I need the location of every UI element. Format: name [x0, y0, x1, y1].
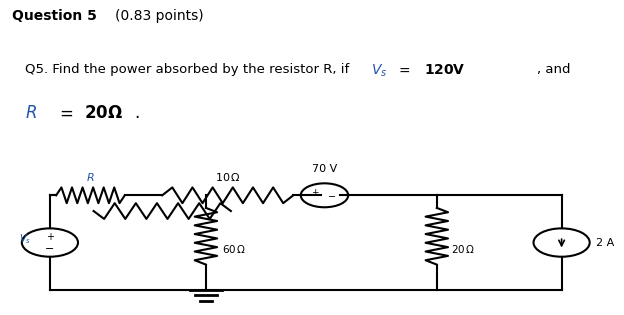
Text: $\mathbf{20\Omega}$: $\mathbf{20\Omega}$ — [84, 104, 123, 122]
Text: $=$: $=$ — [396, 63, 411, 77]
Text: −: − — [45, 244, 55, 254]
Text: −: − — [328, 192, 336, 202]
Text: $\mathbf{120V}$: $\mathbf{120V}$ — [424, 63, 466, 77]
Text: +: + — [46, 232, 54, 242]
Text: , and: , and — [537, 63, 570, 76]
Text: Question 5: Question 5 — [12, 9, 97, 23]
Text: 2 A: 2 A — [596, 238, 614, 248]
Text: $V_s$: $V_s$ — [19, 232, 31, 246]
Text: (0.83 points): (0.83 points) — [115, 9, 204, 23]
Text: $=$: $=$ — [56, 104, 74, 122]
Text: $R$: $R$ — [86, 171, 95, 183]
Text: .: . — [134, 104, 139, 122]
Text: 70 V: 70 V — [312, 164, 337, 174]
Text: $20\,\Omega$: $20\,\Omega$ — [451, 243, 475, 255]
Text: Q5. Find the power absorbed by the resistor R, if: Q5. Find the power absorbed by the resis… — [25, 63, 353, 76]
Text: $R$: $R$ — [25, 104, 37, 122]
Text: $V_s$: $V_s$ — [371, 63, 388, 79]
Text: +: + — [311, 188, 319, 197]
Text: $60\,\Omega$: $60\,\Omega$ — [222, 243, 246, 255]
Text: $10\,\Omega$: $10\,\Omega$ — [215, 171, 241, 183]
